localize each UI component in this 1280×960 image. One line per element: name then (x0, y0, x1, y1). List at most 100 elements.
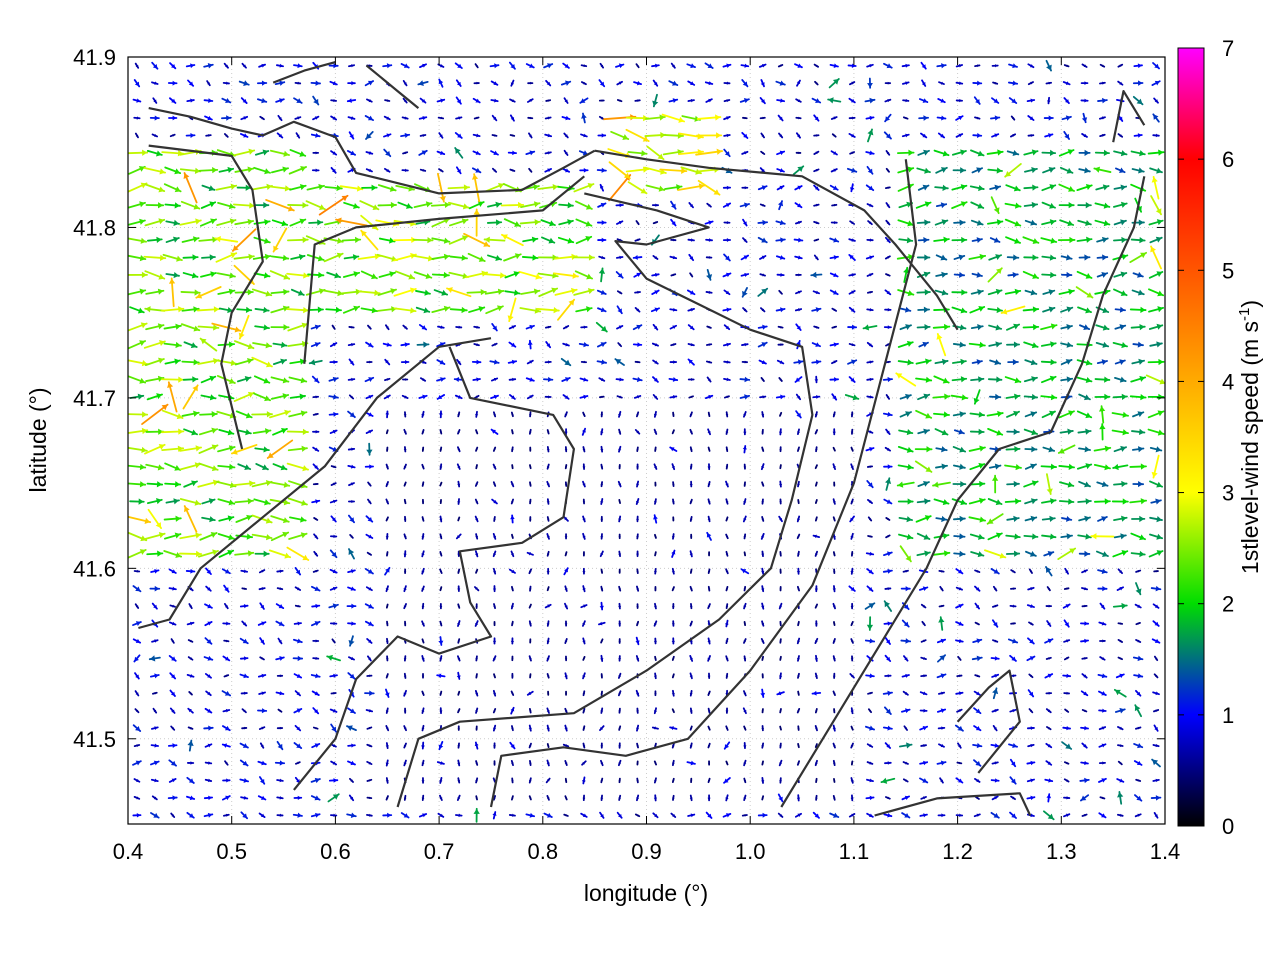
wind-arrow (636, 794, 640, 802)
wind-arrow (668, 98, 679, 104)
wind-arrow (991, 708, 999, 713)
wind-arrow (528, 603, 532, 609)
wind-arrow (1133, 760, 1143, 766)
wind-arrow (598, 621, 606, 626)
wind-arrow (1063, 587, 1070, 590)
wind-arrow (161, 376, 185, 383)
wind-arrow (990, 568, 1000, 575)
wind-arrow (1010, 133, 1017, 138)
wind-arrow (810, 271, 823, 279)
wind-arrow (128, 463, 147, 471)
wind-arrow (161, 150, 185, 157)
wind-arrow (366, 778, 373, 782)
wind-arrow (366, 674, 373, 678)
wind-arrow (487, 254, 502, 261)
wind-arrow (558, 219, 574, 226)
wind-arrow (455, 813, 463, 818)
wind-arrow (633, 80, 642, 86)
wind-arrow (670, 238, 677, 242)
wind-arrow (163, 183, 182, 193)
wind-arrow (987, 288, 1003, 296)
wind-arrow (951, 184, 968, 191)
wind-arrow (831, 360, 838, 365)
wind-arrow (546, 586, 550, 592)
wind-arrow (897, 183, 914, 192)
wind-arrow (654, 533, 657, 539)
wind-arrow (778, 515, 783, 523)
wind-arrow (203, 655, 214, 661)
wind-arrow (1078, 550, 1091, 557)
wind-arrow (955, 98, 963, 103)
wind-arrow (654, 446, 657, 452)
wind-arrow (596, 167, 607, 173)
wind-arrow (1063, 691, 1070, 695)
wind-arrow (1153, 570, 1159, 573)
wind-arrow (599, 395, 605, 399)
wind-arrow (347, 672, 356, 680)
wind-arrow (1004, 288, 1022, 295)
wind-arrow (558, 202, 574, 209)
wind-arrow (901, 619, 910, 628)
wind-arrow (1045, 59, 1052, 72)
wind-arrow (914, 460, 933, 473)
wind-arrow (867, 77, 873, 89)
wind-arrow (526, 690, 534, 696)
wind-arrow (653, 567, 657, 575)
wind-arrow (882, 411, 893, 417)
wind-arrow (600, 759, 604, 767)
wind-arrow (1005, 184, 1021, 192)
wind-arrow (743, 481, 746, 487)
wind-arrow (813, 63, 820, 68)
wind-arrow (778, 132, 784, 139)
wind-arrow (277, 114, 283, 122)
wind-arrow (401, 394, 409, 399)
wind-arrow (740, 254, 750, 261)
wind-arrow (564, 672, 568, 680)
wind-arrow (134, 690, 140, 697)
wind-arrow (170, 812, 176, 818)
wind-arrow (385, 655, 389, 662)
wind-arrow (416, 341, 430, 348)
wind-arrow (510, 795, 514, 801)
wind-arrow (917, 393, 931, 401)
wind-arrow (669, 255, 678, 260)
wind-arrow (546, 567, 550, 575)
wind-arrow (779, 638, 782, 644)
wind-arrow (288, 410, 308, 418)
wind-arrow (234, 550, 255, 557)
wind-arrow (915, 515, 932, 523)
wind-arrow (796, 655, 800, 662)
wind-arrow (471, 167, 482, 174)
wind-arrow (652, 376, 659, 383)
wind-arrow (253, 272, 271, 279)
wind-arrow (128, 427, 149, 435)
wind-arrow (761, 776, 765, 784)
wind-arrow (238, 80, 250, 86)
wind-arrow (268, 185, 292, 192)
wind-arrow (386, 551, 389, 557)
wind-arrow (743, 638, 747, 644)
x-tick-label: 0.9 (631, 839, 662, 864)
wind-arrow (383, 115, 391, 121)
wind-arrow (725, 463, 729, 470)
wind-arrow (689, 568, 693, 574)
wind-arrow (974, 795, 980, 800)
wind-arrow (885, 150, 891, 156)
wind-arrow (311, 585, 321, 592)
wind-arrow (864, 638, 876, 644)
wind-arrow (256, 80, 268, 86)
wind-arrow (974, 585, 981, 592)
wind-arrow (312, 151, 320, 155)
wind-arrow (796, 585, 800, 592)
wind-arrow (1130, 323, 1146, 331)
wind-arrow (473, 807, 480, 823)
wind-arrow (295, 132, 301, 139)
wind-arrow (537, 254, 559, 261)
wind-arrow (654, 481, 657, 487)
wind-arrow (815, 446, 818, 453)
wind-arrow (1044, 673, 1054, 679)
wind-arrow (811, 690, 822, 696)
wind-arrow (936, 115, 947, 121)
wind-arrow (475, 568, 479, 574)
wind-arrow (598, 255, 606, 260)
